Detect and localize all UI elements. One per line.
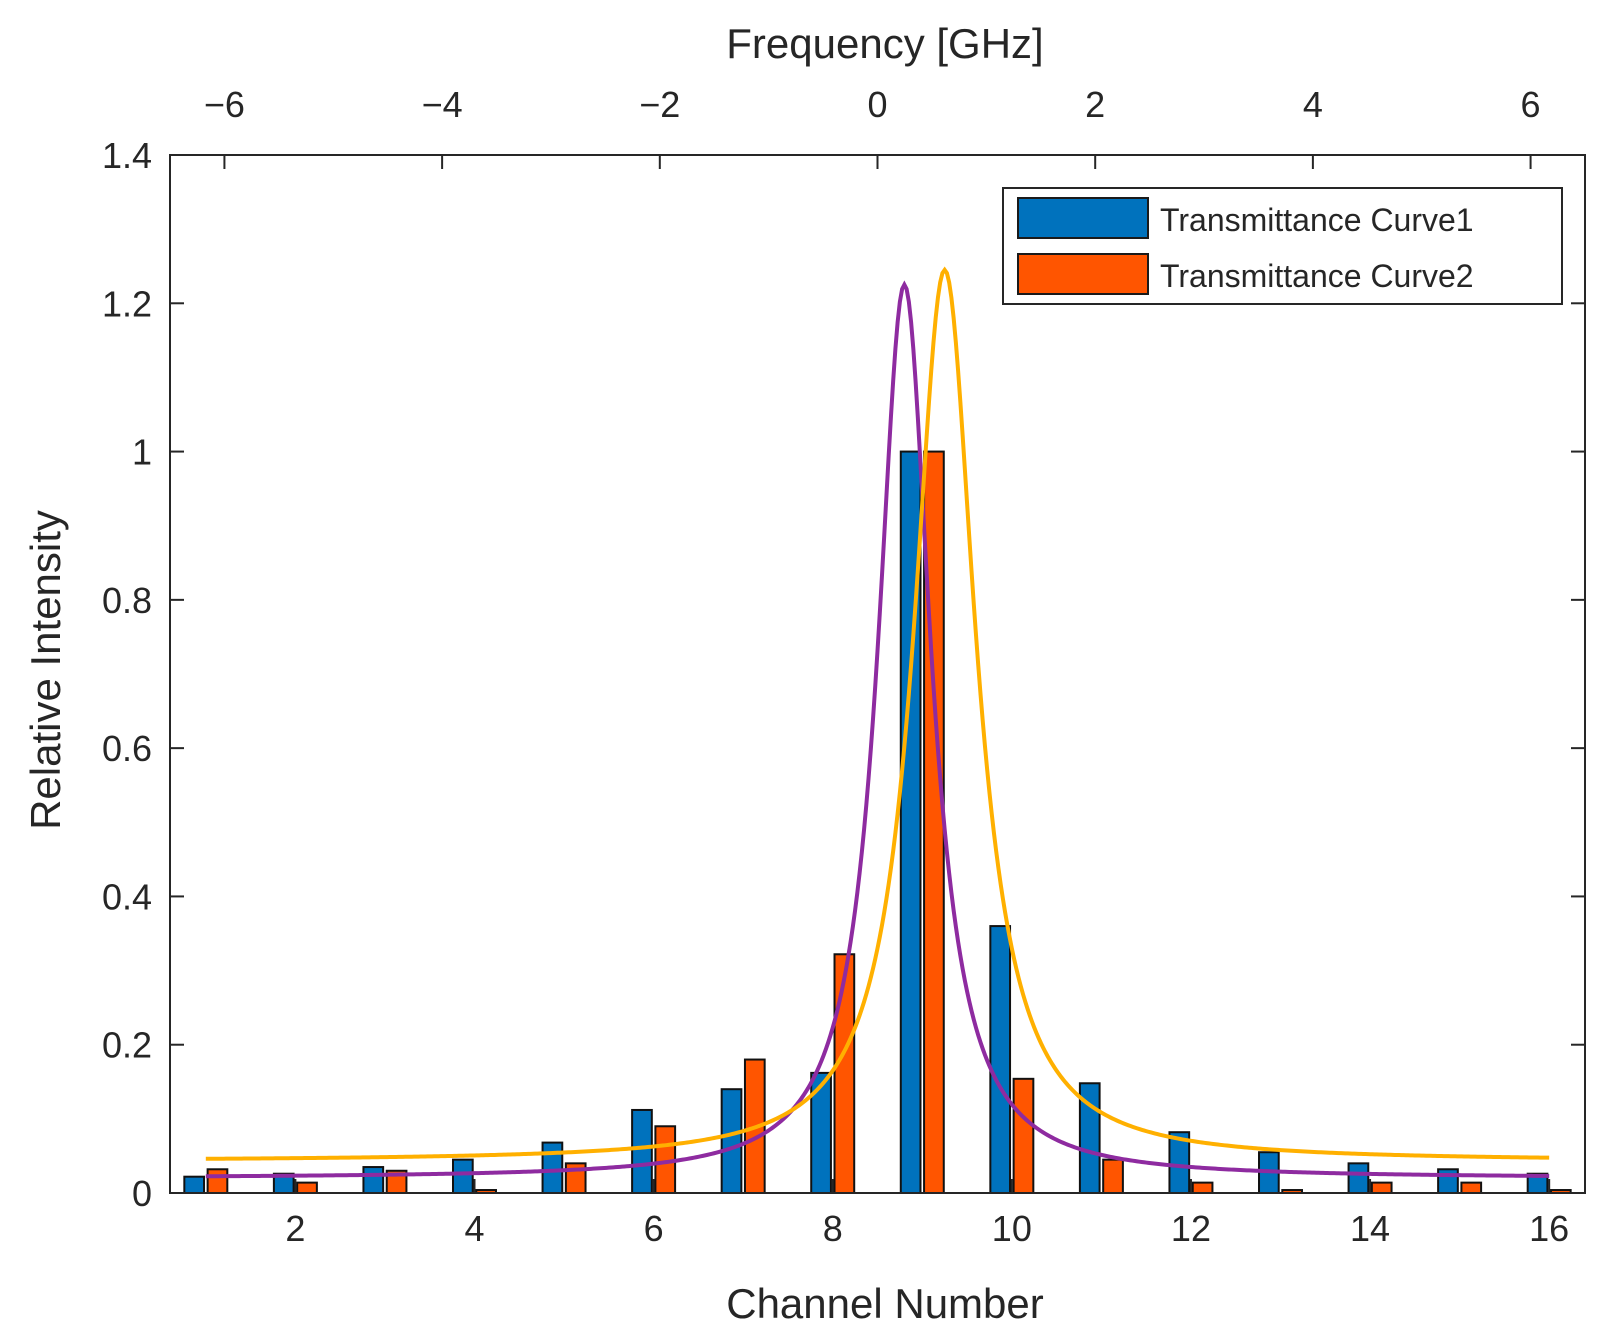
bar-series2-ch12 (1191, 1181, 1214, 1194)
bar-series1-ch3 (362, 1166, 385, 1195)
legend: Transmittance Curve1 Transmittance Curve… (1002, 187, 1563, 305)
top-x-tick-label: −4 (422, 84, 463, 125)
bar-series1-ch10 (989, 925, 1012, 1194)
legend-label-curve2: Transmittance Curve2 (1160, 258, 1474, 294)
fit-curve-1 (205, 280, 1550, 1179)
x-tick-label: 6 (644, 1208, 664, 1249)
y-tick-label: 1.2 (102, 283, 152, 324)
x-tick-label: 2 (285, 1208, 305, 1249)
y-tick-label: 0.4 (102, 876, 152, 917)
top-x-tick-label: 2 (1085, 84, 1105, 125)
bar-series1-ch6 (631, 1108, 653, 1194)
top-x-axis-title: Frequency [GHz] (726, 20, 1043, 67)
x-tick-label: 14 (1350, 1208, 1390, 1249)
fitted-curves-group (205, 266, 1550, 1179)
top-x-tick-label: −6 (204, 84, 245, 125)
bar-series2-ch2 (296, 1181, 318, 1194)
x-axis-title: Channel Number (726, 1280, 1044, 1327)
top-x-tick-label: 6 (1521, 84, 1541, 125)
bar-series1-ch7 (720, 1088, 743, 1194)
tick-group: 2 4 6 8 10 12 14 16 −6 −4 −2 0 2 4 6 0 0.2 0.4 0.6 0.8 1 1.2 1… (102, 84, 1585, 1249)
y-tick-label: 0.2 (102, 1025, 152, 1066)
legend-swatch-curve1 (1017, 197, 1149, 239)
bar-series1-ch1 (183, 1175, 206, 1195)
bar-series2-ch1 (206, 1168, 229, 1195)
x-tick-label: 8 (823, 1208, 843, 1249)
bar-series2-ch8 (833, 953, 856, 1195)
x-tick-label: 12 (1171, 1208, 1211, 1249)
y-tick-label: 1.4 (102, 135, 152, 176)
legend-label-curve1: Transmittance Curve1 (1160, 202, 1474, 238)
bar-series1-ch5 (541, 1141, 564, 1195)
bar-series2-ch14 (1370, 1181, 1393, 1194)
bar-series2-ch10 (1012, 1077, 1035, 1194)
x-tick-label: 10 (992, 1208, 1032, 1249)
top-x-tick-label: −2 (639, 84, 680, 125)
bar-series1-ch14 (1347, 1162, 1370, 1195)
top-x-tick-label: 0 (867, 84, 887, 125)
x-tick-label: 16 (1529, 1208, 1569, 1249)
y-axis-title: Relative Intensity (22, 510, 69, 830)
y-tick-label: 0.6 (102, 728, 152, 769)
bar-series1-ch4 (452, 1158, 474, 1195)
bar-series2-ch11 (1102, 1158, 1124, 1195)
y-tick-label: 0.8 (102, 580, 152, 621)
y-tick-label: 0 (132, 1173, 152, 1214)
legend-swatch-curve2 (1017, 253, 1149, 295)
x-tick-label: 4 (464, 1208, 484, 1249)
fit-curve-2 (205, 266, 1550, 1161)
y-tick-label: 1 (132, 432, 152, 473)
bar-series2-ch15 (1460, 1181, 1483, 1194)
top-x-tick-label: 4 (1303, 84, 1323, 125)
plot-frame (169, 154, 1586, 1194)
bar-series1-ch15 (1437, 1168, 1459, 1195)
